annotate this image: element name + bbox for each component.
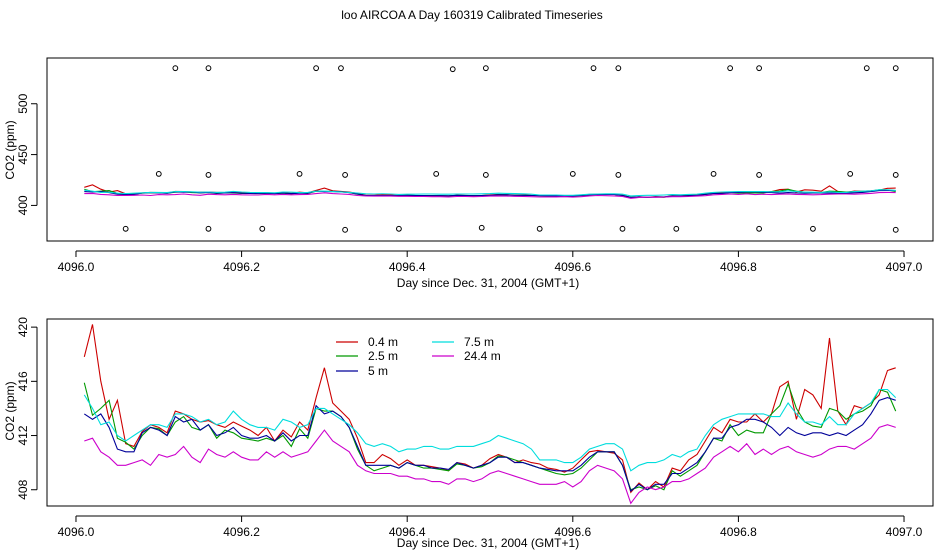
x-tick-label: 4097.0	[886, 260, 923, 274]
lower-y-axis-label: CO2 (ppm)	[3, 381, 17, 440]
calibration-point	[172, 65, 179, 72]
upper-y-axis-label: CO2 (ppm)	[3, 120, 17, 179]
calibration-point	[433, 171, 440, 177]
lower-series-line-7-5-m	[83, 388, 897, 472]
x-tick-label: 4096.4	[389, 260, 426, 274]
y-tick-label: 408	[16, 479, 30, 499]
calibration-point	[449, 66, 456, 73]
x-tick-label: 4096.8	[720, 260, 757, 274]
upper-panel: Day since Dec. 31, 2004 (GMT+1) CO2 (ppm…	[3, 57, 934, 290]
lower-panel: Day since Dec. 31, 2004 (GMT+1) CO2 (ppm…	[3, 317, 934, 550]
calibration-point	[396, 225, 402, 232]
x-tick-label: 4096.4	[389, 525, 426, 539]
calibration-point	[615, 65, 622, 72]
calibration-point	[892, 172, 899, 178]
calibration-point	[727, 65, 734, 72]
legend-label: 0.4 m	[368, 335, 398, 349]
calibration-point	[615, 172, 622, 178]
calibration-point	[619, 225, 626, 232]
y-tick-label: 500	[16, 93, 30, 113]
chart-title: loo AIRCOA A Day 160319 Calibrated Times…	[341, 8, 602, 22]
legend-label: 2.5 m	[368, 349, 398, 363]
y-tick-label: 420	[16, 317, 30, 337]
calibration-point	[205, 172, 212, 178]
legend-label: 24.4 m	[464, 349, 501, 363]
legend-label: 7.5 m	[464, 335, 494, 349]
calibration-point	[205, 65, 212, 72]
upper-plot-frame	[46, 57, 934, 242]
lower-plot-frame	[46, 318, 934, 507]
calibration-point	[810, 225, 816, 232]
x-tick-label: 4096.0	[58, 260, 95, 274]
calibration-point	[338, 65, 344, 72]
calibration-point	[478, 224, 485, 231]
y-tick-label: 400	[16, 195, 30, 215]
upper-series-line-24-4-m	[84, 191, 896, 199]
calibration-point	[756, 172, 763, 178]
y-tick-label: 450	[16, 144, 30, 164]
y-tick-label: 416	[16, 371, 30, 391]
lower-series-line-5-m	[83, 397, 896, 493]
x-tick-label: 4097.0	[886, 525, 923, 539]
upper-series-line-7-5-m	[84, 189, 896, 197]
x-tick-label: 4096.8	[720, 525, 757, 539]
calibration-point	[296, 171, 303, 177]
legend: 0.4 m2.5 m5 m 7.5 m24.4 m	[336, 335, 501, 378]
calibration-point	[342, 172, 348, 178]
calibration-point	[342, 226, 348, 233]
calibration-point	[205, 225, 212, 232]
calibration-point	[673, 225, 680, 232]
upper-calibration-points	[122, 65, 899, 233]
calibration-point	[313, 65, 320, 72]
x-tick-label: 4096.6	[554, 525, 591, 539]
upper-y-axis: 400 450 500	[16, 93, 38, 215]
x-tick-label: 4096.6	[554, 260, 591, 274]
lower-series-lines	[83, 324, 897, 505]
upper-series-lines	[84, 184, 896, 199]
calibration-point	[122, 225, 129, 232]
calibration-point	[259, 225, 266, 232]
calibration-point	[892, 226, 899, 233]
y-tick-label: 412	[16, 425, 30, 445]
calibration-point	[847, 171, 854, 177]
calibration-point	[482, 172, 489, 178]
lower-series-line-24-4-m	[84, 424, 896, 505]
calibration-point	[863, 65, 870, 72]
calibration-point	[710, 171, 717, 177]
upper-x-axis-label: Day since Dec. 31, 2004 (GMT+1)	[397, 276, 579, 290]
lower-series-line-0-4-m	[83, 324, 896, 494]
calibration-point	[536, 225, 543, 232]
calibration-point	[590, 65, 597, 72]
calibration-point	[756, 225, 763, 232]
calibration-point	[756, 65, 763, 72]
calibration-point	[569, 171, 576, 177]
legend-label: 5 m	[368, 364, 388, 378]
x-tick-label: 4096.2	[223, 260, 260, 274]
x-tick-label: 4096.0	[58, 525, 95, 539]
x-tick-label: 4096.2	[223, 525, 260, 539]
lower-y-axis: 408 412 416 420	[16, 317, 38, 500]
upper-x-axis: 4096.0 4096.2 4096.4 4096.6 4096.8 4097.0	[58, 250, 923, 274]
calibration-point	[482, 65, 489, 72]
lower-x-axis-label: Day since Dec. 31, 2004 (GMT+1)	[397, 536, 579, 550]
calibration-point	[892, 65, 899, 72]
lower-x-axis: 4096.0 4096.2 4096.4 4096.6 4096.8 4097.0	[58, 515, 923, 539]
calibration-point	[155, 171, 162, 177]
